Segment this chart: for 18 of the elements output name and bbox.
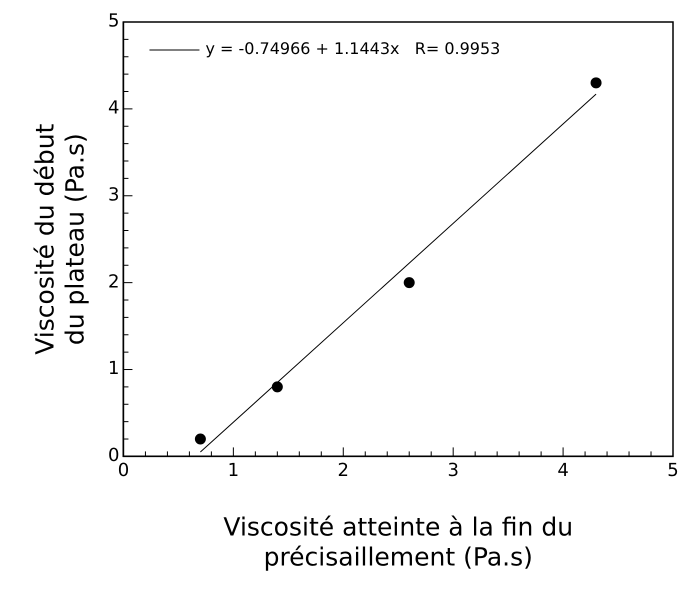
point bbox=[404, 277, 415, 288]
point bbox=[590, 77, 602, 88]
y-axis-title: Viscosité du début du plateau (Pa.s) bbox=[30, 123, 90, 355]
legend-label: y = -0.74966 + 1.1443x R= 0.9953 bbox=[205, 39, 500, 58]
x-axis-title: Viscosité atteinte à la fin du précisaillement (Pa.s) bbox=[223, 512, 574, 572]
y-tick-label: 2 bbox=[108, 271, 120, 292]
point bbox=[194, 434, 206, 445]
y-tick-label: 1 bbox=[108, 358, 120, 380]
x-tick-label: 2 bbox=[338, 460, 349, 481]
point bbox=[272, 381, 283, 392]
x-tick-label: 4 bbox=[557, 460, 569, 481]
y-tick-label: 5 bbox=[108, 10, 120, 32]
y-tick-label: 0 bbox=[108, 445, 120, 466]
y-tick-label: 3 bbox=[108, 184, 120, 206]
y-tick-label: 4 bbox=[108, 98, 120, 119]
x-tick-label: 3 bbox=[447, 460, 459, 481]
x-tick-label: 5 bbox=[667, 460, 679, 481]
x-tick-label: 1 bbox=[228, 460, 240, 481]
